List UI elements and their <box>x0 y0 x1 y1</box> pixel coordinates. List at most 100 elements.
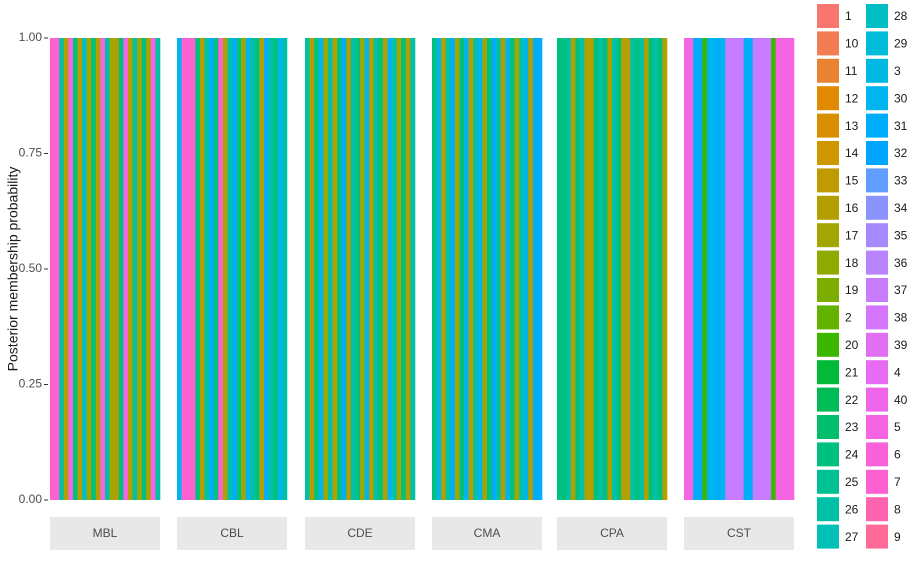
membership-bar <box>264 38 269 500</box>
y-tick-label: 0.25 <box>19 377 43 391</box>
legend-label: 29 <box>894 37 908 51</box>
membership-bar <box>150 38 156 500</box>
legend-label: 31 <box>894 119 908 133</box>
membership-bar <box>657 38 663 500</box>
membership-bar <box>487 38 492 500</box>
membership-bar <box>729 38 735 500</box>
legend-key <box>817 31 839 56</box>
legend-key <box>817 305 839 330</box>
legend-key <box>817 387 839 412</box>
legend-key <box>817 469 839 494</box>
legend-key <box>817 141 839 165</box>
legend-key <box>817 360 839 385</box>
legend-key <box>866 113 888 138</box>
membership-bar <box>477 38 483 500</box>
strip-label: CBL <box>220 526 244 540</box>
membership-bar <box>114 38 120 500</box>
membership-bar <box>209 38 214 500</box>
y-tick-label: 0.00 <box>19 492 43 506</box>
membership-bar <box>459 38 465 500</box>
strip-background <box>432 517 542 550</box>
membership-bar <box>432 38 437 500</box>
membership-bar <box>195 38 201 500</box>
membership-bar <box>743 38 749 500</box>
membership-bar <box>441 38 447 500</box>
membership-bar <box>648 38 654 500</box>
legend-label: 13 <box>845 119 859 133</box>
membership-bar <box>227 38 233 500</box>
legend-key <box>866 250 888 275</box>
membership-bar <box>621 38 627 500</box>
legend-label: 35 <box>894 228 908 242</box>
legend-label: 16 <box>845 201 859 215</box>
membership-bar <box>190 38 196 500</box>
membership-bar <box>757 38 763 500</box>
membership-bar <box>250 38 256 500</box>
membership-bar <box>327 38 333 500</box>
membership-bar <box>181 38 187 500</box>
y-axis-label: Posterior membership probability <box>5 167 21 372</box>
membership-bar <box>282 38 288 500</box>
membership-bar <box>95 38 101 500</box>
strip-label: CDE <box>347 526 372 540</box>
membership-bar <box>468 38 474 500</box>
strip-label: CMA <box>474 526 501 540</box>
legend-key <box>817 250 839 275</box>
membership-bar <box>766 38 772 500</box>
legend-label: 28 <box>894 9 908 23</box>
membership-bar <box>109 38 115 500</box>
membership-bar <box>784 38 790 500</box>
membership-bar <box>496 38 502 500</box>
legend-key <box>817 168 839 193</box>
membership-bar <box>59 38 65 500</box>
membership-bar <box>684 38 689 500</box>
legend-label: 25 <box>845 475 859 489</box>
membership-bar <box>716 38 721 500</box>
membership-bar <box>739 38 744 500</box>
legend-key <box>866 415 888 439</box>
membership-bar <box>346 38 352 500</box>
legend-key <box>817 278 839 302</box>
membership-bar <box>314 38 320 500</box>
membership-bar <box>213 38 219 500</box>
membership-bar <box>702 38 708 500</box>
legend-key <box>817 195 839 220</box>
membership-bar <box>436 38 442 500</box>
legend-label: 38 <box>894 311 908 325</box>
membership-bar <box>309 38 315 500</box>
strip-background <box>305 517 415 550</box>
membership-bar <box>445 38 451 500</box>
strip-background <box>177 517 287 550</box>
legend-key <box>866 141 888 165</box>
membership-bar <box>514 38 520 500</box>
membership-bar <box>602 38 608 500</box>
membership-bar <box>748 38 754 500</box>
membership-bar <box>589 38 594 500</box>
membership-bar <box>259 38 265 500</box>
legend-key <box>866 168 888 193</box>
legend-label: 21 <box>845 365 859 379</box>
legend-label: 30 <box>894 91 908 105</box>
membership-bar <box>771 38 776 500</box>
membership-bar <box>644 38 649 500</box>
legend-key <box>866 31 888 56</box>
membership-bar <box>625 38 631 500</box>
y-tick-label: 1.00 <box>19 30 43 44</box>
membership-bar <box>528 38 534 500</box>
membership-bar <box>341 38 347 500</box>
membership-bar <box>132 38 138 500</box>
membership-bar <box>63 38 69 500</box>
membership-bar <box>146 38 152 500</box>
legend-label: 14 <box>845 146 859 160</box>
membership-bar <box>364 38 370 500</box>
legend-label: 7 <box>894 475 901 489</box>
membership-bar <box>464 38 469 500</box>
membership-bar <box>711 38 717 500</box>
legend-label: 19 <box>845 283 859 297</box>
membership-bar <box>405 38 411 500</box>
membership-bar <box>780 38 786 500</box>
membership-bar <box>318 38 324 500</box>
membership-bar <box>105 38 110 500</box>
membership-bar <box>382 38 388 500</box>
legend-key <box>817 442 839 467</box>
